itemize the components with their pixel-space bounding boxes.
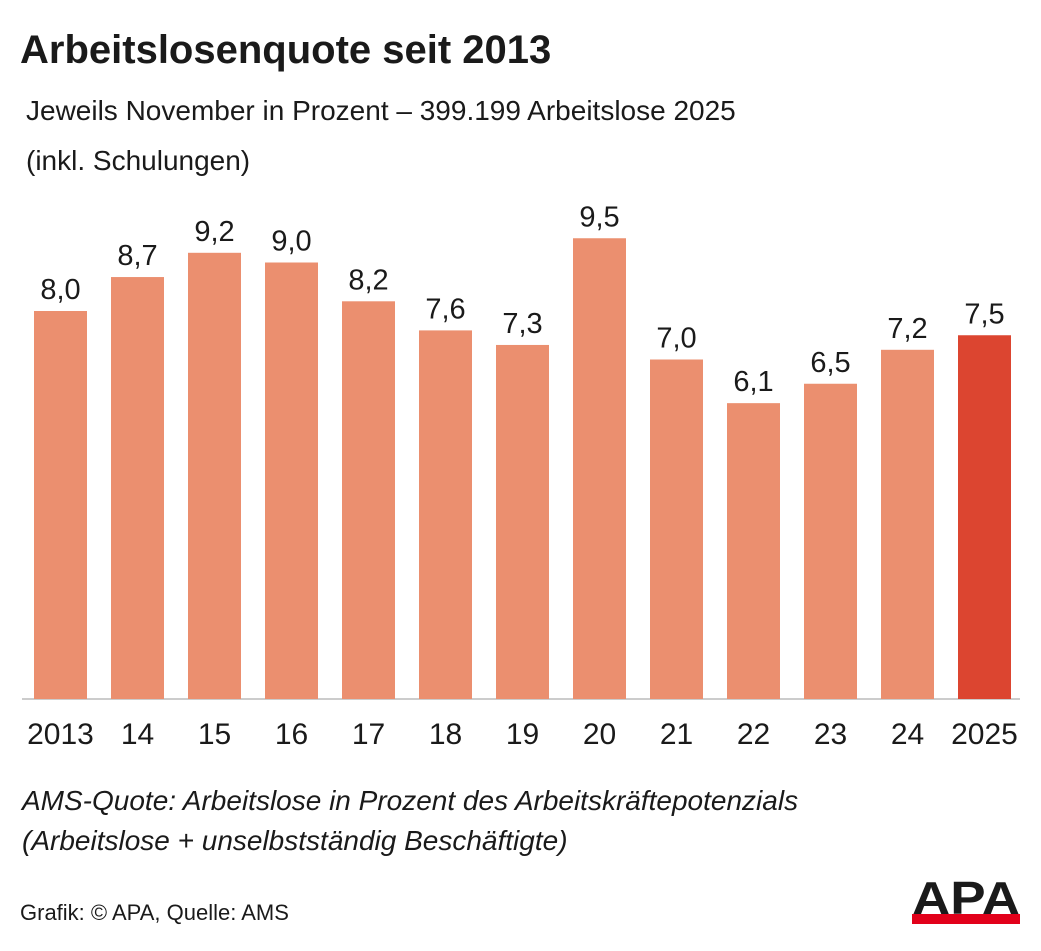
x-tick-label: 2013	[27, 718, 94, 751]
source: Grafik: © APA, Quelle: AMS	[20, 900, 289, 925]
bar	[881, 349, 934, 699]
x-tick-label: 17	[352, 718, 385, 751]
x-tick-label: 15	[198, 718, 231, 751]
x-tick-label: 2025	[951, 718, 1018, 751]
bar	[804, 383, 857, 699]
value-label: 6,1	[733, 366, 773, 398]
value-label: 9,5	[579, 201, 619, 233]
bar	[419, 330, 472, 699]
x-tick-label: 23	[814, 718, 847, 751]
value-label: 8,2	[348, 264, 388, 296]
bar	[727, 403, 780, 699]
value-label: 7,0	[656, 323, 696, 355]
bar	[958, 335, 1011, 699]
chart-title: Arbeitslosenquote seit 2013	[20, 28, 551, 72]
value-label: 7,2	[887, 313, 927, 345]
value-label: 8,0	[40, 274, 80, 306]
value-label: 8,7	[117, 240, 157, 272]
x-tick-label: 18	[429, 718, 462, 751]
x-tick-label: 22	[737, 718, 770, 751]
value-label: 7,5	[964, 298, 1004, 330]
bar	[496, 344, 549, 699]
subtitle: (inkl. Schulungen)	[26, 145, 250, 176]
bar	[34, 311, 87, 699]
bar	[111, 277, 164, 699]
x-tick-label: 20	[583, 718, 616, 751]
bar	[265, 262, 318, 699]
x-tick-label: 16	[275, 718, 308, 751]
subtitle: Jeweils November in Prozent – 399.199 Ar…	[26, 95, 736, 126]
bar	[573, 238, 626, 699]
value-label: 9,2	[194, 216, 234, 248]
bar	[342, 301, 395, 699]
footnote: (Arbeitslose + unselbstständig Beschäfti…	[22, 825, 568, 856]
bar	[188, 252, 241, 700]
bar	[650, 359, 703, 699]
x-tick-label: 19	[506, 718, 539, 751]
value-label: 7,3	[502, 308, 542, 340]
value-label: 6,5	[810, 347, 850, 379]
x-tick-label: 21	[660, 718, 693, 751]
x-tick-label: 24	[891, 718, 924, 751]
value-label: 7,6	[425, 293, 465, 325]
footnote: AMS-Quote: Arbeitslose in Prozent des Ar…	[20, 785, 798, 816]
x-tick-label: 14	[121, 718, 154, 751]
logo-bar	[912, 914, 1020, 924]
value-label: 9,0	[271, 226, 311, 258]
